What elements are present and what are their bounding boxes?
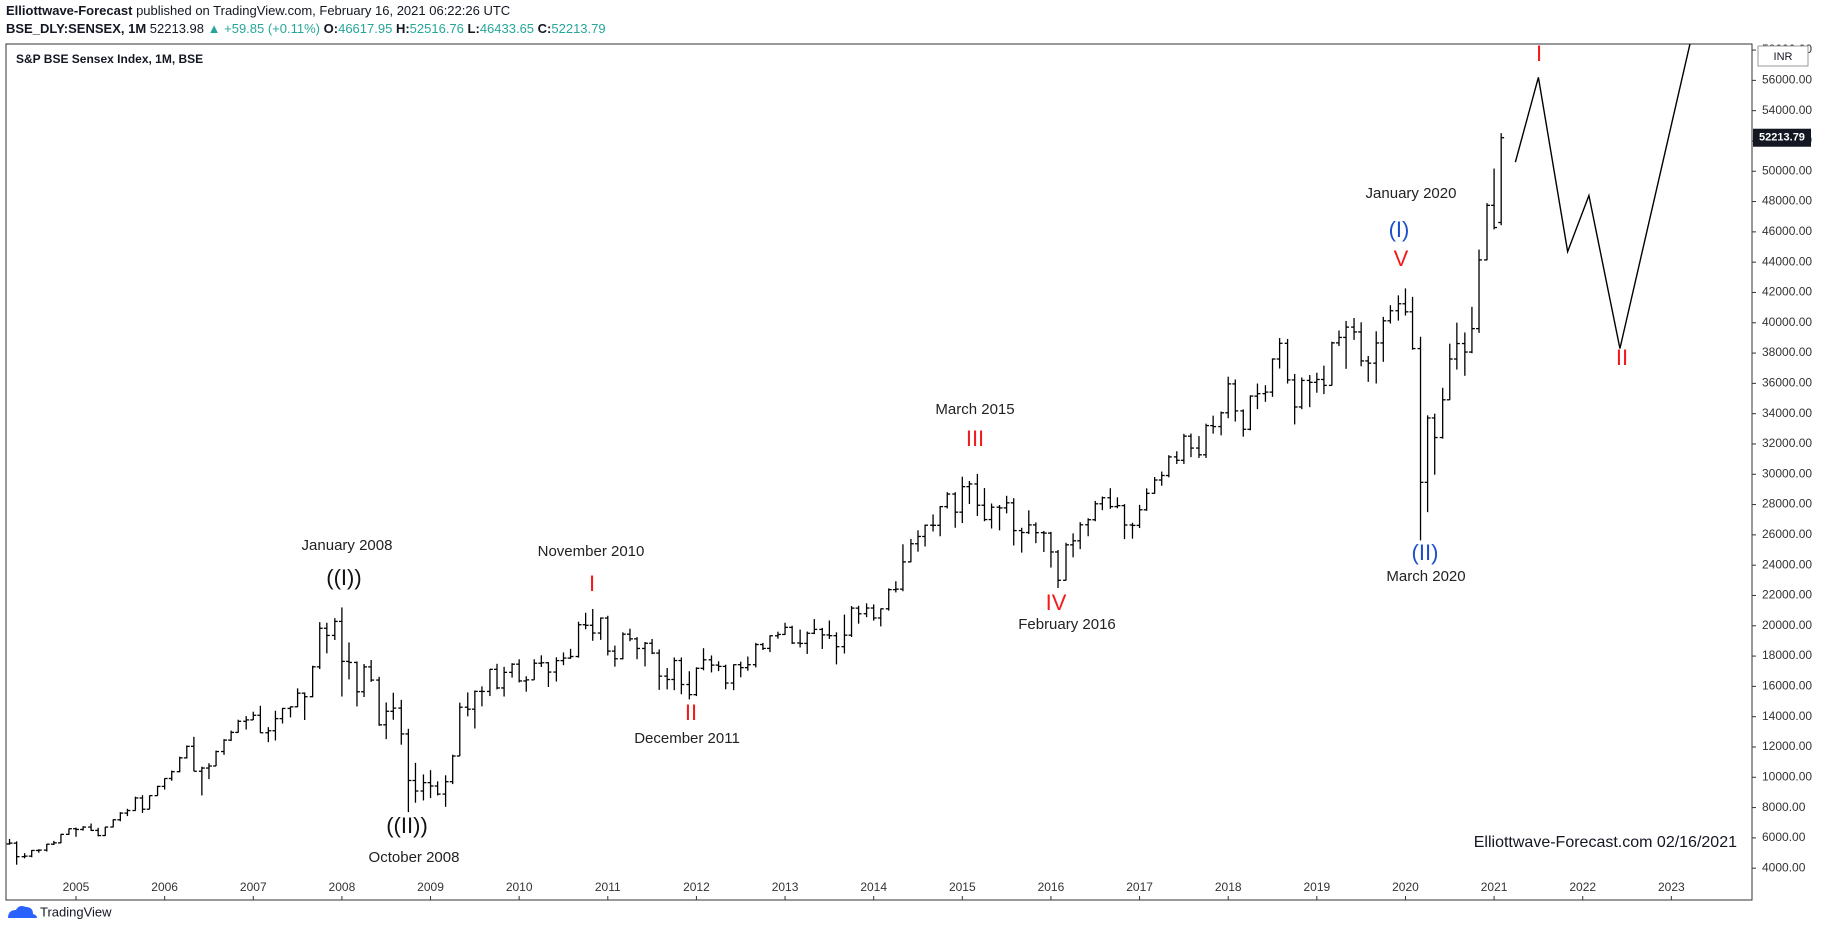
overlay: 4000.00 6000.00 8000.00 10000.00 12000.00 140… bbox=[63, 41, 1812, 900]
y-tick-label: 50000.00 bbox=[1762, 163, 1812, 177]
x-tick-label: 2011 bbox=[595, 880, 621, 894]
annotation: IV bbox=[1046, 590, 1067, 615]
published: published on TradingView.com, February 1… bbox=[136, 3, 510, 18]
tradingview-logo bbox=[8, 906, 37, 918]
y-tick-label: 44000.00 bbox=[1762, 254, 1812, 268]
watermark: Elliottwave-Forecast.com 02/16/2021 bbox=[1474, 834, 1737, 851]
last-price-tag bbox=[1753, 128, 1811, 147]
y-tick-label: 12000.00 bbox=[1762, 739, 1812, 753]
annotation: November 2010 bbox=[538, 543, 645, 560]
ohlc-label: C: bbox=[538, 21, 552, 36]
y-tick-label: 22000.00 bbox=[1762, 588, 1812, 602]
x-tick-label: 2013 bbox=[772, 880, 799, 894]
x-tick-label: 2005 bbox=[63, 880, 90, 894]
annotation: ((II)) bbox=[386, 813, 428, 838]
y-tick-label: 16000.00 bbox=[1762, 679, 1812, 693]
currency: INR bbox=[1774, 51, 1793, 63]
y-tick-label: 36000.00 bbox=[1762, 376, 1812, 390]
y-tick-label: 40000.00 bbox=[1762, 315, 1812, 329]
x-tick-label: 2018 bbox=[1215, 880, 1242, 894]
y-tick-label: 30000.00 bbox=[1762, 466, 1812, 480]
y-tick-label: 56000.00 bbox=[1762, 73, 1812, 87]
ohlc-value: 46617.95 bbox=[338, 21, 392, 36]
y-tick-label: 26000.00 bbox=[1762, 527, 1812, 541]
y-tick-label: 18000.00 bbox=[1762, 648, 1812, 662]
annotation: (I) bbox=[1389, 217, 1410, 242]
ohlc-label: L: bbox=[468, 21, 480, 36]
logo-cloud bbox=[8, 906, 37, 918]
y-tick-label: 20000.00 bbox=[1762, 618, 1812, 632]
annotation: ((I)) bbox=[326, 565, 361, 590]
y-tick-label: 38000.00 bbox=[1762, 345, 1812, 359]
y-tick-label: 4000.00 bbox=[1762, 860, 1806, 874]
annotation: December 2011 bbox=[634, 730, 740, 747]
x-tick-label: 2023 bbox=[1658, 880, 1685, 894]
annotation: (II) bbox=[1412, 540, 1439, 565]
x-tick-label: 2006 bbox=[151, 880, 178, 894]
x-tick-label: 2019 bbox=[1303, 880, 1330, 894]
x-tick-label: 2015 bbox=[949, 880, 976, 894]
ohlc-value: 46433.65 bbox=[480, 21, 534, 36]
annotation: V bbox=[1394, 246, 1409, 271]
y-tick-label: 46000.00 bbox=[1762, 224, 1812, 238]
y-tick-label: 6000.00 bbox=[1762, 830, 1806, 844]
symbol-line: BSE_DLY:SENSEX, 1M 52213.98 ▲ +59.85 (+0… bbox=[6, 21, 606, 36]
footer-brand: TradingView bbox=[40, 904, 112, 919]
last-price-label: 52213.79 bbox=[1759, 132, 1805, 144]
y-tick-label: 28000.00 bbox=[1762, 497, 1812, 511]
annotation: II bbox=[1616, 345, 1628, 370]
pane-border bbox=[5, 43, 1753, 901]
annotation: January 2008 bbox=[302, 537, 393, 554]
y-tick-label: 10000.00 bbox=[1762, 769, 1812, 783]
author: Elliottwave-Forecast bbox=[6, 3, 133, 18]
y-tick-label: 34000.00 bbox=[1762, 406, 1812, 420]
y-tick-label: 14000.00 bbox=[1762, 709, 1812, 723]
annotation: II bbox=[685, 700, 697, 725]
x-tick-label: 2016 bbox=[1038, 880, 1065, 894]
x-tick-label: 2010 bbox=[506, 880, 533, 894]
publish-line: Elliottwave-Forecast published on Tradin… bbox=[6, 3, 510, 18]
annotation: March 2020 bbox=[1386, 568, 1465, 585]
x-tick-label: 2008 bbox=[329, 880, 356, 894]
ohlc-value: 52213.79 bbox=[551, 21, 605, 36]
annotation: I bbox=[1536, 41, 1542, 66]
ohlc-label: H: bbox=[396, 21, 410, 36]
x-tick-label: 2014 bbox=[860, 880, 887, 894]
y-tick-label: 8000.00 bbox=[1762, 800, 1806, 814]
y-tick-label: 32000.00 bbox=[1762, 436, 1812, 450]
ohlc-label: O: bbox=[324, 21, 338, 36]
chart-title: S&P BSE Sensex Index, 1M, BSE bbox=[16, 52, 203, 66]
annotation: I bbox=[589, 571, 595, 596]
x-tick-label: 2012 bbox=[683, 880, 710, 894]
bars bbox=[6, 44, 1691, 865]
annotation: October 2008 bbox=[369, 849, 460, 866]
currency-box bbox=[1757, 45, 1809, 67]
x-tick-label: 2022 bbox=[1569, 880, 1596, 894]
annotation: March 2015 bbox=[935, 401, 1014, 418]
annotation: January 2020 bbox=[1366, 185, 1457, 202]
x-tick-label: 2021 bbox=[1481, 880, 1508, 894]
y-tick-label: 42000.00 bbox=[1762, 285, 1812, 299]
projection-line bbox=[1514, 44, 1691, 349]
x-tick-label: 2009 bbox=[417, 880, 444, 894]
y-tick-label: 48000.00 bbox=[1762, 194, 1812, 208]
x-tick-label: 2017 bbox=[1126, 880, 1153, 894]
annotation: February 2016 bbox=[1018, 616, 1116, 633]
x-tick-label: 2007 bbox=[240, 880, 267, 894]
change: ▲ +59.85 (+0.11%) bbox=[208, 21, 320, 36]
ohlc-value: 52516.76 bbox=[410, 21, 464, 36]
x-tick-label: 2020 bbox=[1392, 880, 1419, 894]
y-tick-label: 24000.00 bbox=[1762, 557, 1812, 571]
last: 52213.98 bbox=[150, 21, 204, 36]
symbol: BSE_DLY:SENSEX, 1M bbox=[6, 21, 146, 36]
annotation: III bbox=[966, 426, 984, 451]
y-tick-label: 54000.00 bbox=[1762, 103, 1812, 117]
